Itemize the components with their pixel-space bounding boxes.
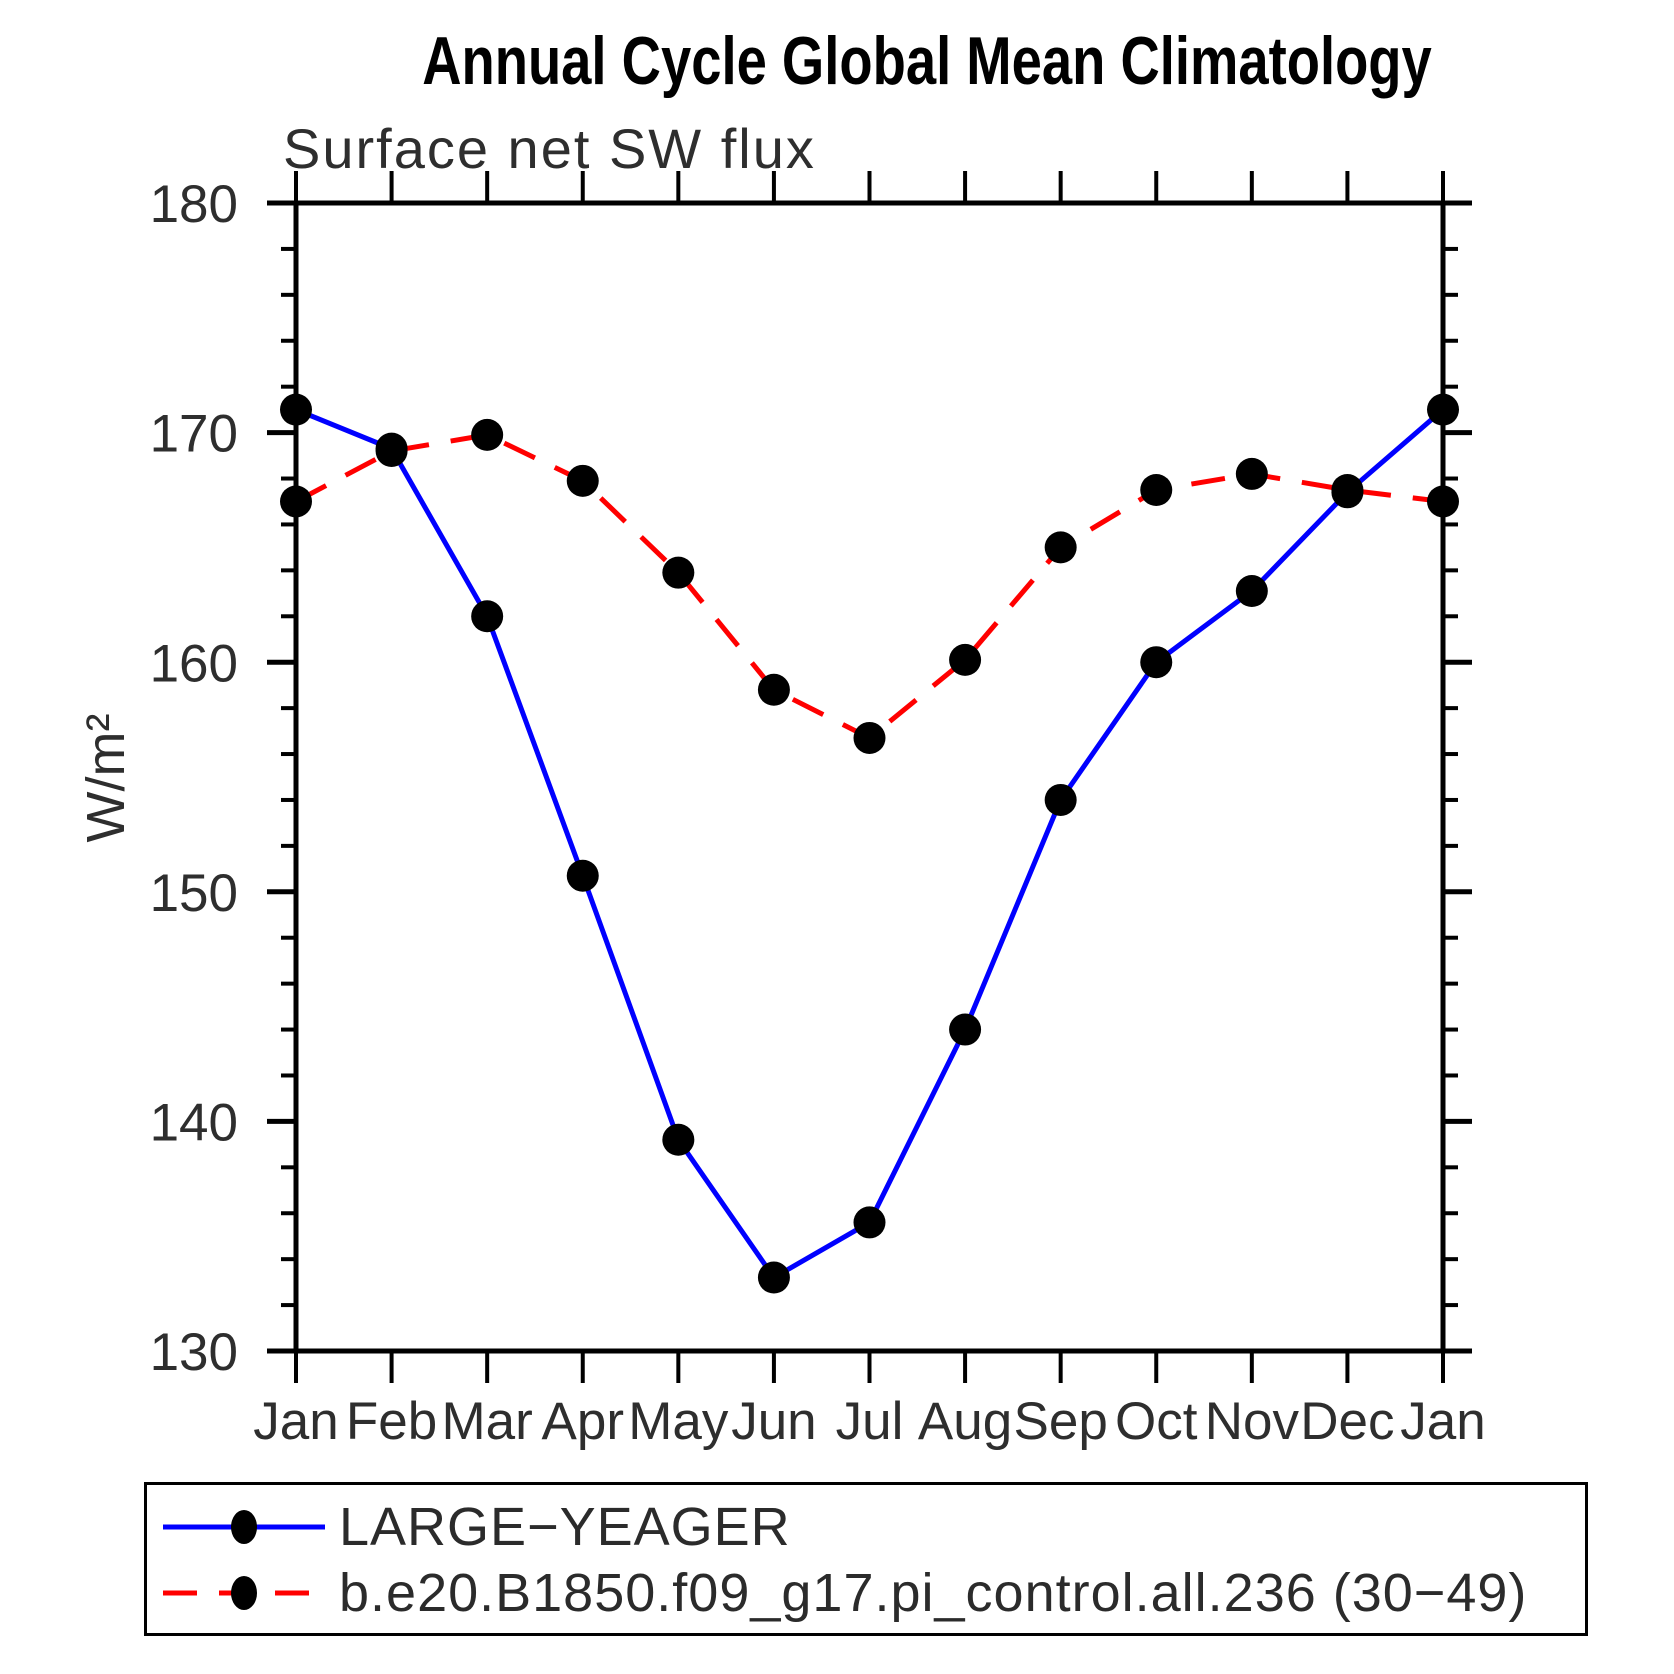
data-point — [949, 1013, 982, 1046]
data-point — [757, 1261, 790, 1294]
data-point — [280, 393, 312, 426]
data-point — [757, 673, 790, 706]
data-point — [1140, 474, 1173, 506]
data-point — [375, 434, 408, 467]
x-tick-label: Mar — [442, 1392, 533, 1451]
x-tick-label: Jan — [253, 1392, 338, 1451]
data-point — [1235, 575, 1268, 608]
data-point — [471, 600, 504, 633]
data-point — [1044, 531, 1077, 564]
chart-title-text: Annual Cycle Global Mean Climatology — [422, 23, 1432, 99]
x-tick-label: Oct — [1115, 1392, 1198, 1451]
x-tick-label: Jan — [1400, 1392, 1485, 1451]
data-point — [1331, 474, 1364, 506]
data-point — [1235, 457, 1268, 490]
data-point — [566, 464, 599, 497]
chart-title: Annual Cycle Global Mean Climatology — [296, 22, 1443, 100]
series-line-0 — [295, 407, 1445, 1281]
y-tick-label: 160 — [150, 634, 238, 693]
series-markers-0 — [280, 393, 1459, 1294]
y-tick-label: 140 — [150, 1093, 238, 1152]
x-tick-label: Apr — [542, 1392, 624, 1451]
legend-label: LARGE−YEAGER — [339, 1497, 791, 1557]
legend-box: LARGE−YEAGER b.e20.B1850.f09_g17.pi_cont… — [144, 1482, 1588, 1636]
data-point — [1427, 393, 1459, 426]
x-tick-label: Jul — [836, 1392, 904, 1451]
chart-subtitle: Surface net SW flux — [283, 117, 816, 180]
x-tick-label: Dec — [1300, 1392, 1394, 1451]
axes-frame — [293, 200, 1446, 1354]
x-tick-label: Feb — [346, 1392, 437, 1451]
data-point — [1427, 485, 1459, 518]
data-point — [280, 485, 312, 518]
y-tick-label: 180 — [150, 175, 238, 234]
y-tick-label: 130 — [150, 1323, 238, 1382]
data-point — [662, 556, 695, 589]
data-point — [853, 1206, 886, 1239]
legend-entry-large-yeager: LARGE−YEAGER — [159, 1497, 791, 1557]
data-point — [662, 1123, 695, 1156]
x-tick-label: Nov — [1205, 1392, 1300, 1451]
data-point — [949, 643, 982, 676]
x-tick-label: Aug — [918, 1392, 1012, 1451]
data-point — [853, 721, 886, 754]
x-tick-label: May — [628, 1392, 729, 1451]
legend-swatch-dashed-line — [163, 1576, 325, 1610]
legend-swatch-solid-line — [163, 1510, 325, 1544]
legend-label: b.e20.B1850.f09_g17.pi_control.all.236 (… — [339, 1563, 1528, 1623]
data-point — [471, 418, 504, 451]
y-tick-label: 150 — [150, 864, 238, 923]
x-tick-label: Jun — [731, 1392, 816, 1451]
y-tick-label: 170 — [150, 405, 238, 464]
x-tick-label: Sep — [1014, 1392, 1108, 1451]
data-point — [566, 859, 599, 892]
data-point — [1140, 646, 1173, 679]
data-point — [1044, 783, 1077, 816]
legend-entry-pi-control: b.e20.B1850.f09_g17.pi_control.all.236 (… — [159, 1563, 1528, 1623]
axis-ticks — [267, 171, 1472, 1383]
series-markers-1 — [280, 418, 1459, 754]
